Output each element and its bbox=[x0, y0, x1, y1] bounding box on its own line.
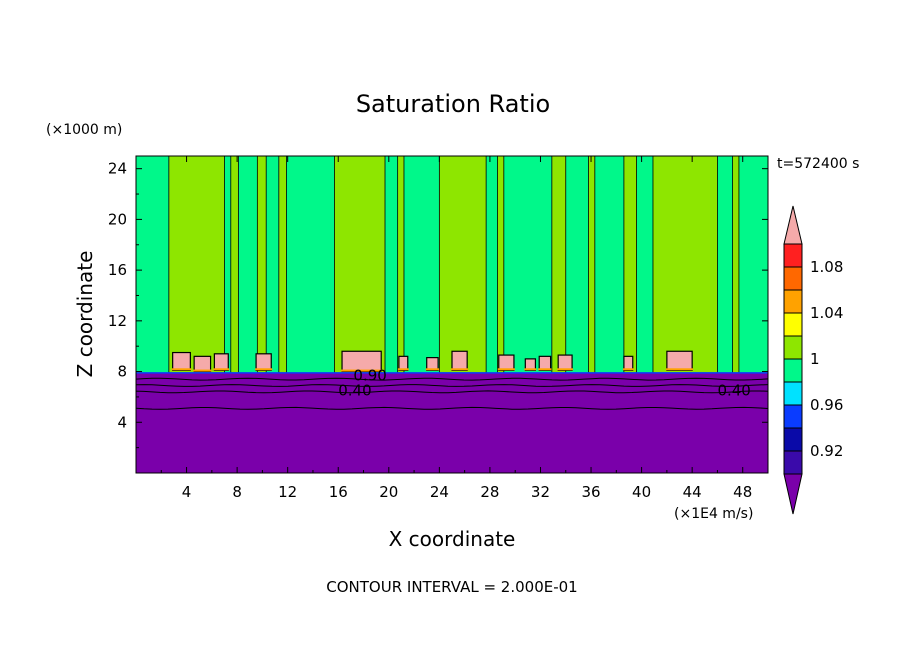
y-tick-label-4: 4 bbox=[117, 413, 127, 431]
patch-edge-8 bbox=[451, 368, 469, 371]
patch-edge-14 bbox=[665, 368, 694, 371]
column-6 bbox=[397, 156, 405, 374]
x-tick-label-20: 20 bbox=[379, 483, 398, 501]
column-7 bbox=[438, 156, 487, 374]
column-5 bbox=[334, 156, 386, 374]
column-10 bbox=[588, 156, 596, 374]
patch-6 bbox=[398, 355, 409, 371]
x-tick-label-4: 4 bbox=[182, 483, 192, 501]
x-tick-label-12: 12 bbox=[278, 483, 297, 501]
patch-3 bbox=[213, 353, 229, 371]
chart-title: Saturation Ratio bbox=[356, 90, 550, 118]
colorbar-swatch-4 bbox=[783, 381, 803, 406]
x-axis-ticks: 4 8 12 16 20 24 28 32 36 40 44 48 bbox=[160, 156, 752, 501]
x-tick-label-48: 48 bbox=[733, 483, 752, 501]
y-unit-label: (×1000 m) bbox=[46, 122, 122, 138]
patch-edge-10 bbox=[524, 368, 537, 371]
x-tick-label-44: 44 bbox=[683, 483, 702, 501]
x-tick-label-36: 36 bbox=[581, 483, 600, 501]
patch-edge-13 bbox=[622, 368, 634, 371]
patch-edge-11 bbox=[538, 368, 552, 371]
plot-frame bbox=[135, 155, 769, 474]
x-tick-label-28: 28 bbox=[480, 483, 499, 501]
colorbar-swatch-10 bbox=[783, 243, 803, 268]
patch-1 bbox=[172, 351, 191, 371]
patch-edge-1 bbox=[171, 368, 192, 371]
colorbar-swatch-1 bbox=[783, 450, 803, 475]
contour-labels: 0.900.40 0.40 bbox=[338, 366, 751, 399]
patch-edge-7 bbox=[425, 368, 440, 371]
x-tick-label-24: 24 bbox=[430, 483, 449, 501]
x-axis-label: X coordinate bbox=[389, 527, 516, 551]
patch-4 bbox=[255, 353, 272, 371]
patch-2 bbox=[193, 355, 212, 373]
y-tick-label-12: 12 bbox=[108, 312, 127, 330]
contour-label-1: 0.90 bbox=[353, 366, 386, 384]
colorbar-label-1.04: 1.04 bbox=[810, 304, 843, 322]
colorbar-swatch-6 bbox=[783, 335, 803, 360]
x-tick-label-32: 32 bbox=[531, 483, 550, 501]
colorbar-label-0.96: 0.96 bbox=[810, 396, 843, 414]
patch-edge-6 bbox=[397, 368, 409, 371]
column-1 bbox=[168, 156, 225, 374]
patch-edge-2 bbox=[193, 369, 212, 372]
column-13 bbox=[732, 156, 740, 374]
columns-layer bbox=[168, 156, 740, 374]
time-label: t=572400 s bbox=[777, 156, 859, 172]
contour-interval-footer: CONTOUR INTERVAL = 2.000E-01 bbox=[326, 578, 577, 596]
patch-edge-5 bbox=[341, 369, 383, 372]
colorbar-swatch-8 bbox=[783, 289, 803, 314]
column-9 bbox=[551, 156, 567, 374]
colorbar-label-0.92: 0.92 bbox=[810, 442, 843, 460]
column-4 bbox=[278, 156, 287, 374]
contour-lines bbox=[136, 372, 768, 410]
x-unit-label: (×1E4 m/s) bbox=[674, 506, 753, 522]
column-12 bbox=[652, 156, 718, 374]
column-3 bbox=[256, 156, 267, 374]
colorbar-swatch-7 bbox=[783, 312, 803, 337]
x-tick-label-40: 40 bbox=[632, 483, 651, 501]
patch-edge-12 bbox=[557, 368, 574, 371]
colorbar-swatch-2 bbox=[783, 427, 803, 452]
contour-label-3: 0.40 bbox=[717, 382, 750, 400]
colorbar-label-1: 1 bbox=[810, 350, 820, 368]
y-tick-label-20: 20 bbox=[108, 210, 127, 228]
contour-line-4 bbox=[136, 406, 768, 410]
patch-11 bbox=[538, 355, 552, 371]
colorbar-max-arrow bbox=[783, 205, 803, 245]
contour-line-3 bbox=[136, 390, 768, 394]
colorbar-swatch-9 bbox=[783, 266, 803, 291]
colorbar-swatch-3 bbox=[783, 404, 803, 429]
contour-label-2: 0.40 bbox=[338, 382, 371, 400]
patch-12 bbox=[557, 354, 573, 371]
y-tick-label-24: 24 bbox=[108, 160, 127, 178]
column-8 bbox=[497, 156, 505, 374]
contour-line-2 bbox=[136, 384, 768, 387]
colorbar-label-1.08: 1.08 bbox=[810, 258, 843, 276]
patch-8 bbox=[451, 350, 468, 371]
colorbar: 0.92 0.96 1 1.04 1.08 bbox=[783, 205, 843, 515]
y-tick-label-16: 16 bbox=[108, 261, 127, 279]
contour-line-1 bbox=[136, 377, 768, 381]
patch-14 bbox=[666, 350, 693, 371]
patches-layer bbox=[171, 350, 694, 373]
y-axis-label: Z coordinate bbox=[73, 251, 97, 378]
patch-13 bbox=[623, 355, 634, 371]
plot-area bbox=[136, 156, 768, 473]
patch-edge-9 bbox=[497, 368, 515, 371]
x-tick-label-16: 16 bbox=[329, 483, 348, 501]
x-tick-label-8: 8 bbox=[232, 483, 242, 501]
patch-edge-4 bbox=[255, 368, 273, 371]
lower-layer bbox=[136, 372, 768, 473]
patch-9 bbox=[498, 354, 515, 371]
y-tick-label-8: 8 bbox=[117, 363, 127, 381]
colorbar-min-arrow bbox=[783, 473, 803, 515]
column-2 bbox=[230, 156, 239, 374]
colorbar-swatch-5 bbox=[783, 358, 803, 383]
column-11 bbox=[623, 156, 637, 374]
y-axis-ticks: 4 8 12 16 20 24 bbox=[108, 160, 768, 449]
patch-edge-3 bbox=[213, 368, 230, 371]
